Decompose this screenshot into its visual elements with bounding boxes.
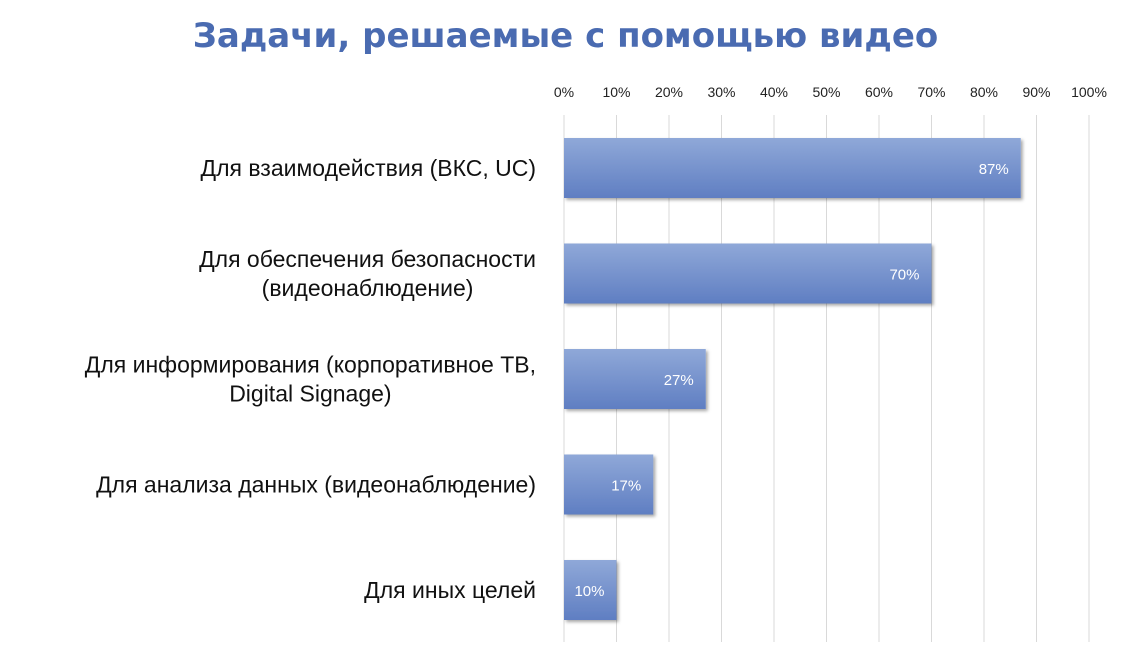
x-tick-label: 30% xyxy=(707,84,735,100)
data-label: 27% xyxy=(664,372,694,389)
data-label: 87% xyxy=(979,161,1009,178)
x-tick-label: 20% xyxy=(655,84,683,100)
x-tick-label: 80% xyxy=(970,84,998,100)
x-tick-label: 60% xyxy=(865,84,893,100)
x-tick-label: 10% xyxy=(602,84,630,100)
bar xyxy=(564,243,932,304)
category-label: Для информирования (корпоративное ТВ, Dig… xyxy=(85,352,536,407)
data-label: 10% xyxy=(574,583,604,600)
x-tick-label: 50% xyxy=(812,84,840,100)
bar xyxy=(564,454,654,515)
x-tick-label: 100% xyxy=(1071,84,1107,100)
data-labels: 87% 70% 27% 17% 10% xyxy=(574,161,1008,600)
category-label: Для обеспечения безопасности (видеонаблюд… xyxy=(199,246,536,301)
bars xyxy=(564,138,1021,620)
category-label: Для взаимодействия (ВКС, UC) xyxy=(201,155,537,181)
bar xyxy=(564,349,706,409)
x-axis-ticks: 0% 10% 20% 30% 40% 50% 60% 70% 80% 90% 100% xyxy=(554,84,1107,100)
x-tick-label: 90% xyxy=(1022,84,1050,100)
x-tick-label: 0% xyxy=(554,84,574,100)
bar xyxy=(564,560,617,620)
data-label: 70% xyxy=(889,267,919,284)
bar xyxy=(564,138,1021,198)
data-label: 17% xyxy=(611,478,641,495)
chart-title: Задачи, решаемые с помощью видео xyxy=(192,16,939,56)
x-tick-label: 40% xyxy=(760,84,788,100)
category-label: Для иных целей xyxy=(364,577,536,603)
category-labels: Для взаимодействия (ВКС, UC) Для обеспече… xyxy=(85,155,536,603)
category-label: Для анализа данных (видеонаблюдение) xyxy=(96,472,536,498)
x-tick-label: 70% xyxy=(917,84,945,100)
